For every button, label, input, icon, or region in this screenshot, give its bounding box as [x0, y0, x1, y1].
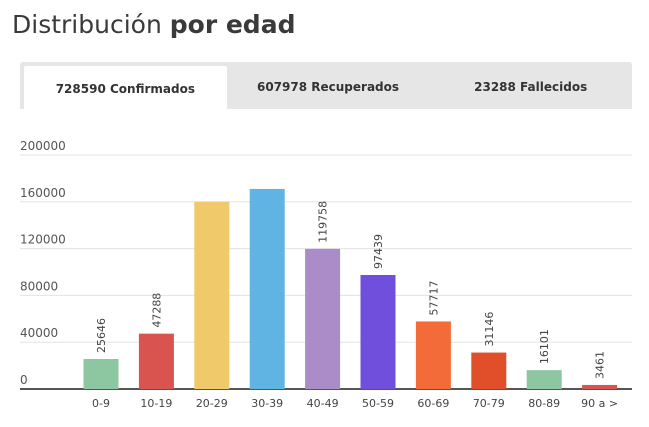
y-tick-label: 40000	[20, 326, 58, 340]
y-tick-label: 200000	[20, 139, 66, 153]
y-tick-label: 120000	[20, 233, 66, 247]
tab-recuperados[interactable]: 607978 Recuperados	[256, 79, 400, 94]
tab-fallecidos[interactable]: 23288 Fallecidos	[474, 79, 588, 94]
x-tick-label: 40-49	[307, 397, 339, 410]
data-label: 25646	[95, 318, 108, 353]
x-tick-label: 60-69	[417, 397, 449, 410]
tab-confirmados[interactable]: 728590 Confirmados	[24, 66, 227, 109]
data-label: 3461	[594, 351, 607, 379]
bar-20-29[interactable]	[194, 201, 230, 389]
bar-0-9[interactable]	[83, 358, 119, 389]
tab-bar: 728590 Confirmados 607978 Recuperados 23…	[20, 62, 632, 109]
x-tick-label: 50-59	[362, 397, 394, 410]
y-tick-label: 160000	[20, 186, 66, 200]
bar-40-49[interactable]	[305, 248, 341, 389]
x-tick-label: 20-29	[196, 397, 228, 410]
age-bar-chart: 0 40000 80000 120000 160000 200000 0-9 25646 10-…	[20, 139, 632, 410]
data-label: 57717	[427, 280, 440, 315]
y-tick-label: 0	[20, 373, 28, 387]
bar-50-59[interactable]	[360, 274, 396, 389]
x-tick-label: 80-89	[528, 397, 560, 410]
x-tick-label: 10-19	[140, 397, 172, 410]
data-label: 31146	[483, 312, 496, 347]
x-tick-label: 0-9	[92, 397, 110, 410]
title-bold: por edad	[169, 10, 296, 39]
bar-90-a-[interactable]	[582, 384, 618, 389]
bar-10-19[interactable]	[138, 333, 174, 389]
data-label: 97439	[372, 234, 385, 269]
y-tick-label: 80000	[20, 279, 58, 293]
bar-60-69[interactable]	[415, 321, 451, 389]
x-tick-label: 30-39	[251, 397, 283, 410]
bar-70-79[interactable]	[471, 352, 507, 389]
bar-30-39[interactable]	[249, 188, 285, 389]
x-tick-label: 70-79	[473, 397, 505, 410]
data-label: 16101	[538, 329, 551, 364]
data-label: 119758	[317, 201, 330, 243]
x-tick-label: 90 a >	[581, 397, 618, 410]
data-label: 47288	[150, 293, 163, 328]
chart-title: Distribución por edad	[12, 10, 295, 39]
bar-80-89[interactable]	[526, 370, 562, 389]
title-light: Distribución	[12, 10, 162, 39]
